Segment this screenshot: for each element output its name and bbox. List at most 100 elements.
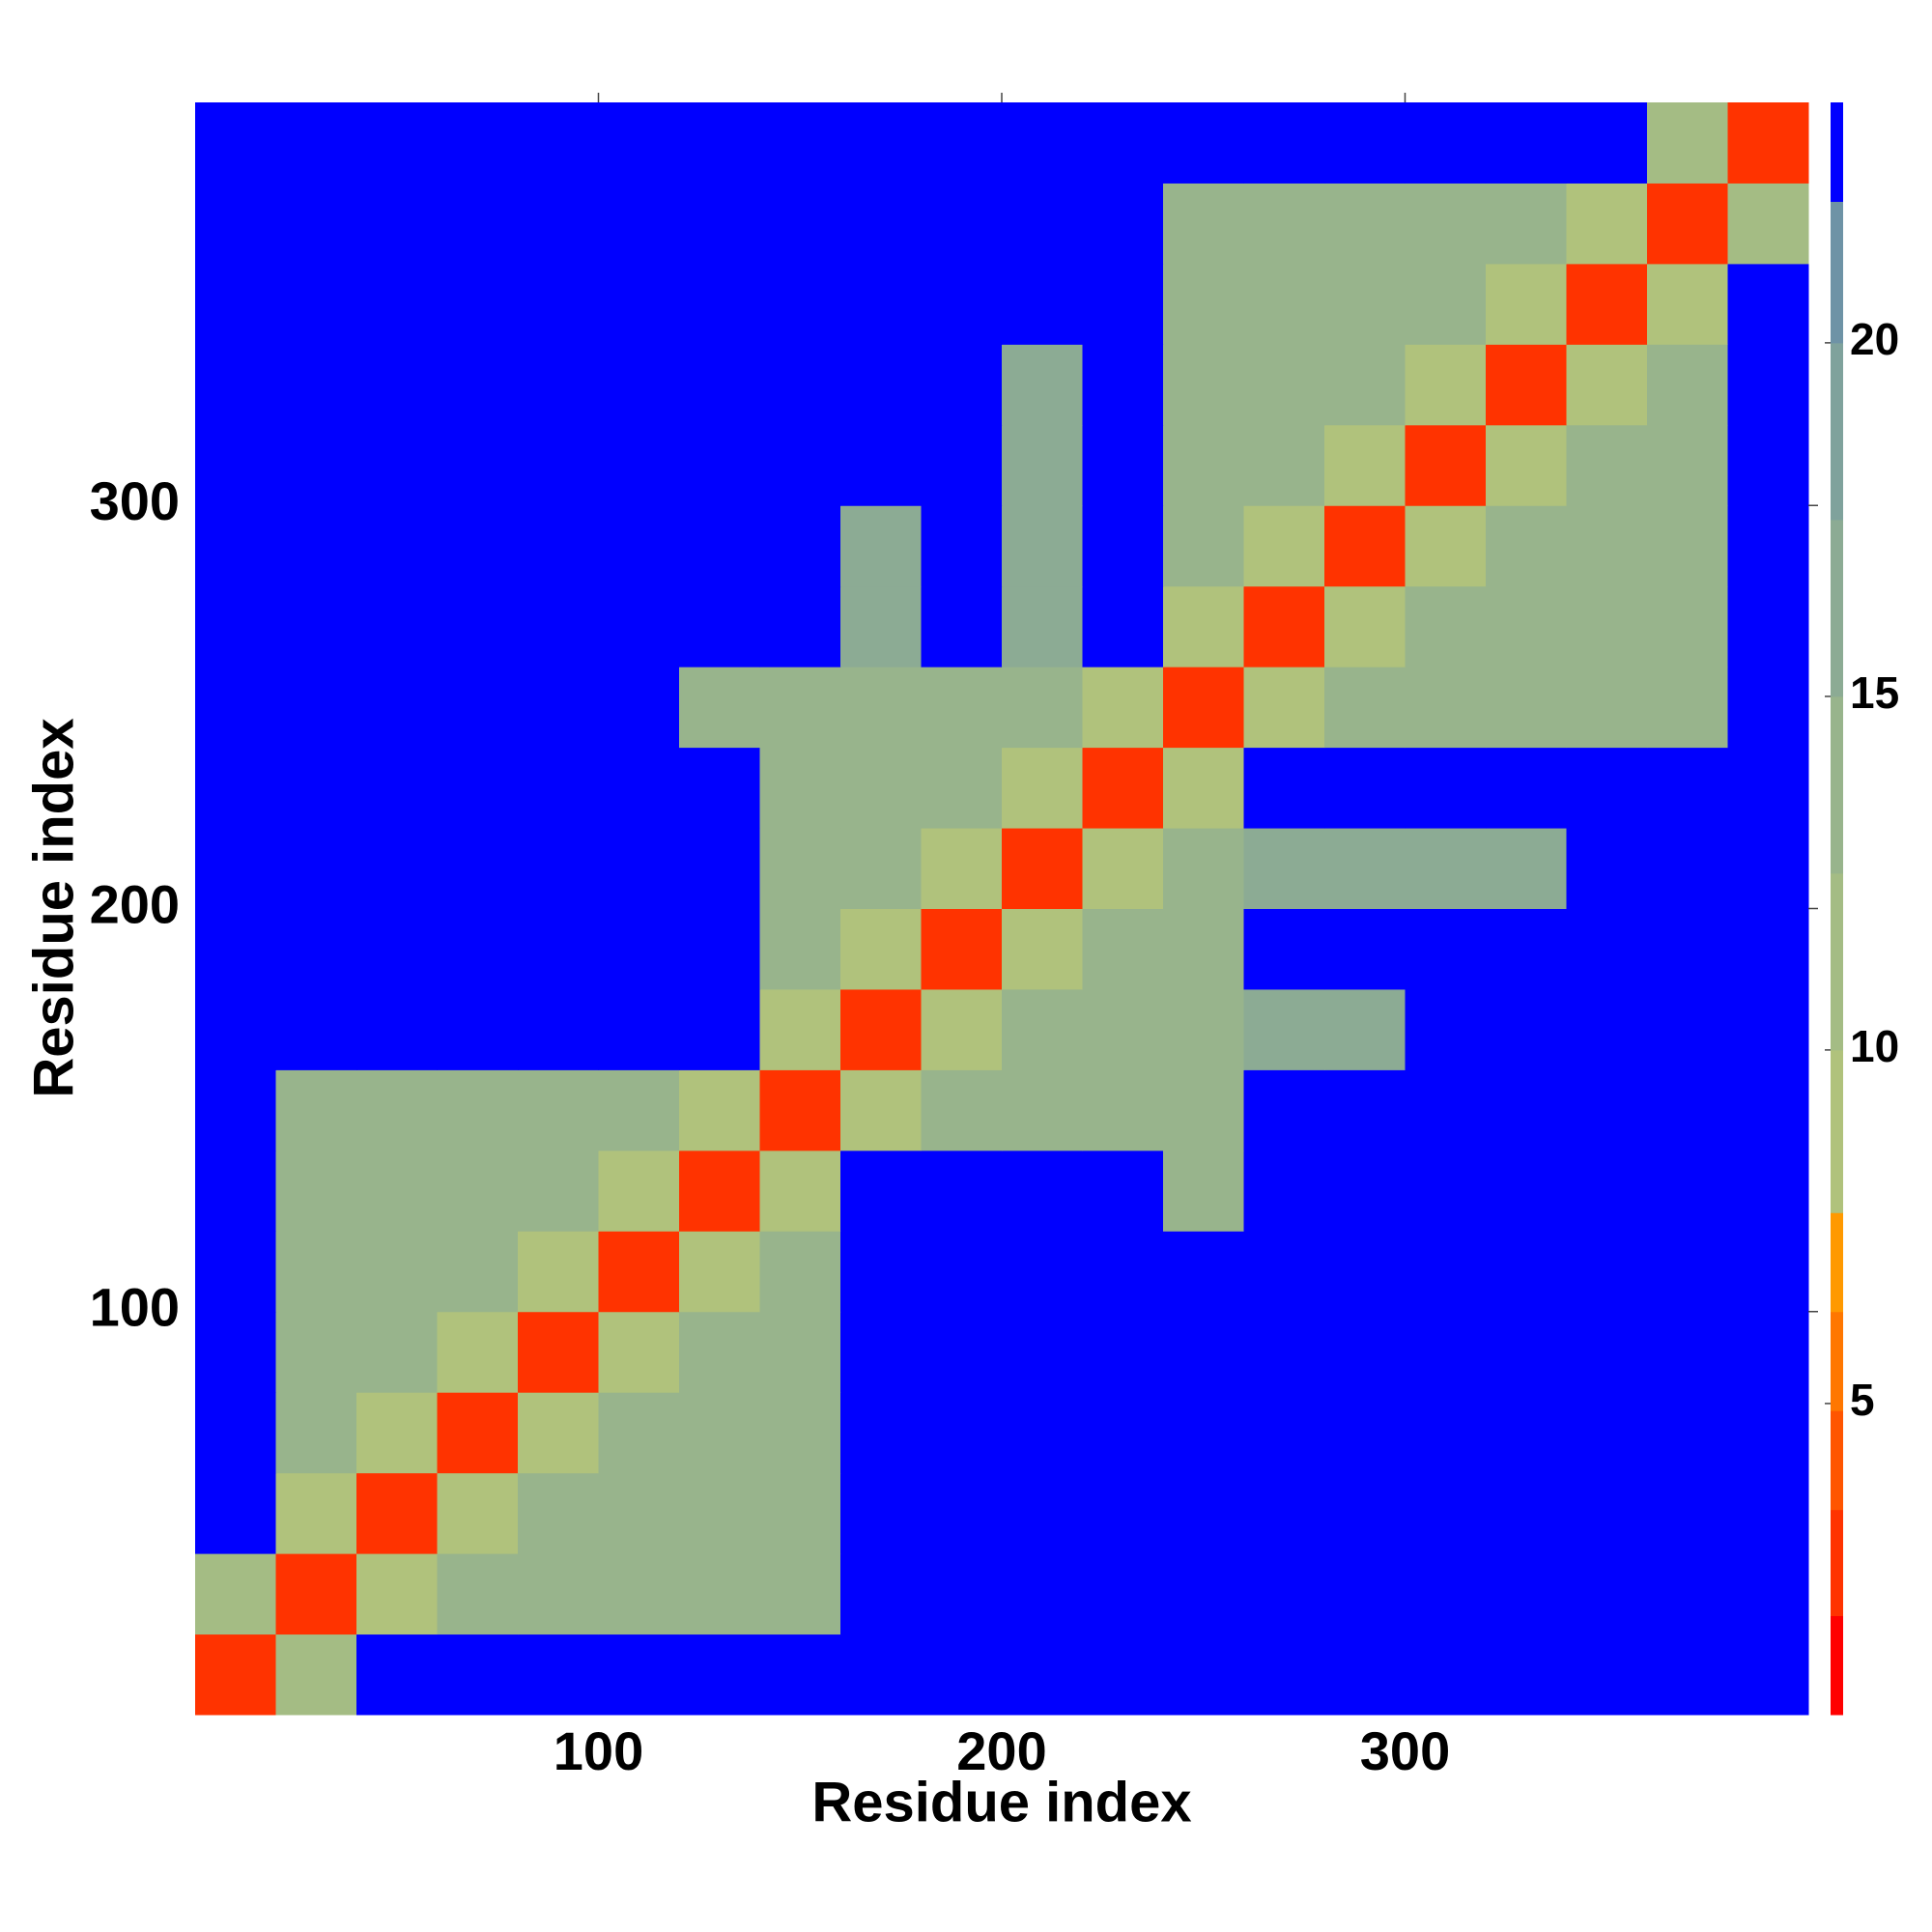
heatmap-cell <box>1405 828 1487 909</box>
heatmap-cell <box>1243 1311 1325 1393</box>
heatmap-cell <box>1486 1150 1567 1232</box>
heatmap-cell <box>1647 1472 1728 1554</box>
heatmap-cell <box>1727 1231 1809 1313</box>
colorbar-tick-label: 5 <box>1850 1375 1875 1425</box>
heatmap-cell <box>1486 344 1567 426</box>
heatmap-cell <box>759 1472 841 1554</box>
heatmap-cell <box>518 585 599 668</box>
heatmap-cell <box>1082 263 1164 345</box>
heatmap-cell <box>840 1069 922 1151</box>
heatmap-cell <box>1163 747 1244 829</box>
heatmap-cell <box>1405 1069 1487 1151</box>
heatmap-cell <box>1002 102 1083 184</box>
heatmap-cell <box>598 988 680 1070</box>
heatmap-cell <box>1727 344 1809 426</box>
heatmap-cell <box>275 1392 357 1474</box>
heatmap-cell <box>759 1231 841 1313</box>
heatmap-cell <box>1082 344 1164 426</box>
heatmap-cell <box>759 585 841 668</box>
heatmap-cell <box>1405 102 1487 184</box>
heatmap-cell <box>1082 747 1164 829</box>
heatmap-cell <box>1727 585 1809 668</box>
heatmap-cell <box>1647 1553 1728 1635</box>
heatmap-cell <box>356 1472 438 1554</box>
colorbar-segment <box>1831 201 1843 344</box>
heatmap-cell <box>1002 908 1083 990</box>
heatmap-cell <box>921 828 1003 909</box>
heatmap-cell <box>1566 102 1648 184</box>
heatmap-cell <box>275 263 357 345</box>
heatmap-cell <box>356 747 438 829</box>
heatmap-cell <box>195 1634 276 1716</box>
heatmap-cell <box>921 183 1003 265</box>
heatmap-cell <box>921 1553 1003 1635</box>
heatmap-cell <box>1243 1472 1325 1554</box>
heatmap-cell <box>195 344 276 426</box>
heatmap-cell <box>598 747 680 829</box>
heatmap-cell <box>1566 1231 1648 1313</box>
heatmap-cell <box>598 667 680 749</box>
heatmap-cell <box>1163 344 1244 426</box>
heatmap-cell <box>356 1231 438 1313</box>
heatmap-cell <box>1082 1553 1164 1635</box>
heatmap-cell <box>1324 1150 1406 1232</box>
heatmap-cell <box>1082 988 1164 1070</box>
heatmap-cell <box>356 1069 438 1151</box>
heatmap-cell <box>1647 344 1728 426</box>
heatmap-cell <box>1324 1634 1406 1716</box>
heatmap-cell <box>921 263 1003 345</box>
y-axis-title: Residue index <box>22 718 85 1097</box>
heatmap-cell <box>1163 1472 1244 1554</box>
heatmap-cell <box>1727 1150 1809 1232</box>
heatmap-cell <box>1647 667 1728 749</box>
heatmap-cell <box>598 424 680 506</box>
heatmap-cell <box>275 988 357 1070</box>
x-tick-label: 200 <box>956 1720 1046 1781</box>
heatmap-cell <box>1566 505 1648 587</box>
heatmap-cell <box>195 1472 276 1554</box>
heatmap-cell <box>518 424 599 506</box>
heatmap-cell <box>1486 908 1567 990</box>
heatmap-cell <box>518 1472 599 1554</box>
heatmap-cell <box>598 263 680 345</box>
heatmap-cell <box>437 102 519 184</box>
heatmap-cell <box>1486 183 1567 265</box>
heatmap-cell <box>1486 102 1567 184</box>
heatmap-cell <box>840 1231 922 1313</box>
heatmap-cell <box>1486 988 1567 1070</box>
heatmap-cell <box>1082 585 1164 668</box>
heatmap-cell <box>840 1392 922 1474</box>
heatmap-cell <box>195 1311 276 1393</box>
heatmap-cell <box>921 1069 1003 1151</box>
heatmap-cell <box>1647 908 1728 990</box>
heatmap-cell <box>759 102 841 184</box>
heatmap-cell <box>1647 1231 1728 1313</box>
heatmap-cell <box>1405 1634 1487 1716</box>
heatmap-cell <box>759 505 841 587</box>
heatmap-cell <box>1243 1392 1325 1474</box>
heatmap-cell <box>1163 1634 1244 1716</box>
heatmap-cell <box>356 424 438 506</box>
heatmap-cell <box>275 585 357 668</box>
heatmap-cell <box>518 1311 599 1393</box>
heatmap-cell <box>1002 1069 1083 1151</box>
heatmap-cell <box>1163 988 1244 1070</box>
heatmap-cell <box>1324 102 1406 184</box>
heatmap-cell <box>840 1553 922 1635</box>
heatmap-cell <box>1647 1069 1728 1151</box>
heatmap-cell <box>1163 1231 1244 1313</box>
heatmap-cell <box>598 1634 680 1716</box>
heatmap-cell <box>437 1311 519 1393</box>
heatmap-cell <box>275 908 357 990</box>
heatmap-cell <box>437 505 519 587</box>
heatmap-cell <box>1405 747 1487 829</box>
heatmap-cell <box>1243 988 1325 1070</box>
x-tick-label: 300 <box>1360 1720 1450 1781</box>
heatmap-cell <box>1486 505 1567 587</box>
heatmap-cell <box>437 988 519 1070</box>
heatmap-cell <box>679 1311 760 1393</box>
heatmap-cell <box>759 1392 841 1474</box>
heatmap-cell <box>1647 585 1728 668</box>
colorbar-tick-label: 10 <box>1850 1021 1899 1071</box>
heatmap-cell <box>1405 1553 1487 1635</box>
